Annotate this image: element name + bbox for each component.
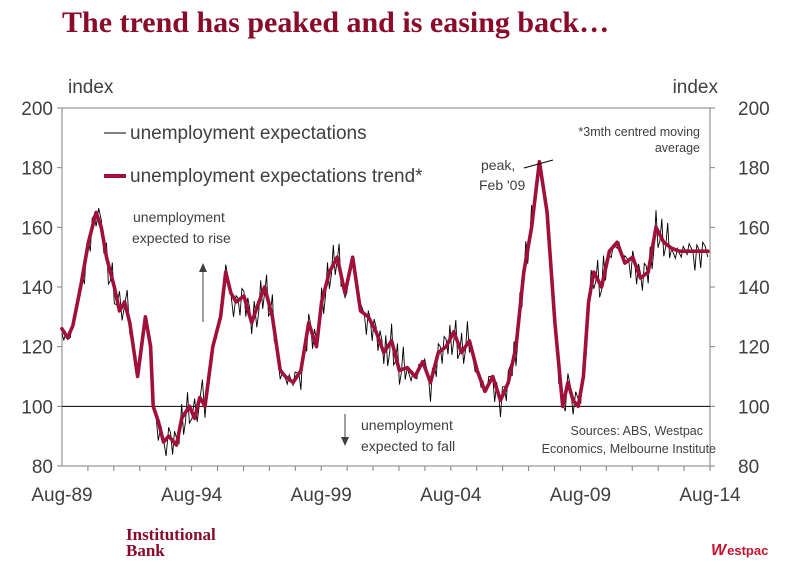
footnote-line-2: average bbox=[655, 141, 700, 155]
peak-label-line-1: peak, bbox=[481, 157, 515, 173]
y-tick-label-right: 140 bbox=[738, 278, 770, 299]
y-tick-label-left: 200 bbox=[21, 99, 53, 120]
sources-line-2: Economics, Melbourne Institute bbox=[542, 442, 716, 456]
x-tick-label: Aug-09 bbox=[550, 485, 611, 506]
fall-label-line-2: expected to fall bbox=[361, 438, 455, 454]
y-tick-label-right: 200 bbox=[738, 99, 770, 120]
fall-label-line-1: unemployment bbox=[361, 417, 453, 433]
x-tick-label: Aug-14 bbox=[679, 485, 741, 506]
series-line-trend bbox=[60, 159, 710, 447]
x-tick-label: Aug-94 bbox=[161, 485, 223, 506]
y-tick-label-left: 140 bbox=[21, 278, 53, 299]
peak-label-line-2: Feb '09 bbox=[479, 177, 525, 193]
rise-arrow-head bbox=[199, 263, 207, 272]
x-tick-label: Aug-99 bbox=[291, 485, 352, 506]
y-tick-label-right: 180 bbox=[738, 159, 770, 180]
x-tick-label: Aug-89 bbox=[31, 485, 92, 506]
footnote-line-1: *3mth centred moving bbox=[578, 125, 700, 139]
westpac-logo: Westpac bbox=[711, 542, 769, 559]
y-tick-label-left: 120 bbox=[21, 338, 53, 359]
legend-label-raw: unemployment expectations bbox=[130, 123, 367, 144]
y-tick-label-right: 120 bbox=[738, 338, 770, 359]
rise-label-line-2: expected to rise bbox=[132, 230, 231, 246]
y-axis-title-right: index bbox=[673, 77, 719, 98]
legend-label-trend: unemployment expectations trend* bbox=[130, 166, 423, 187]
sources-line-1: Sources: ABS, Westpac bbox=[571, 424, 703, 438]
y-tick-label-left: 180 bbox=[21, 159, 53, 180]
y-tick-label-left: 80 bbox=[32, 457, 53, 478]
peak-pointer bbox=[523, 159, 554, 169]
fall-arrow-head bbox=[341, 437, 349, 446]
plot-area bbox=[61, 107, 711, 467]
rise-label-line-1: unemployment bbox=[133, 209, 225, 225]
y-axis-title-left: index bbox=[68, 77, 114, 98]
chart-title: The trend has peaked and is easing back… bbox=[62, 6, 610, 39]
y-tick-label-right: 100 bbox=[738, 397, 770, 418]
institutional-bank-logo: Institutional Bank bbox=[126, 525, 216, 560]
x-tick-label: Aug-04 bbox=[420, 485, 482, 506]
y-tick-label-right: 160 bbox=[738, 218, 770, 239]
y-tick-label-left: 100 bbox=[21, 397, 53, 418]
y-tick-label-right: 80 bbox=[738, 457, 759, 478]
y-tick-label-left: 160 bbox=[21, 218, 53, 239]
